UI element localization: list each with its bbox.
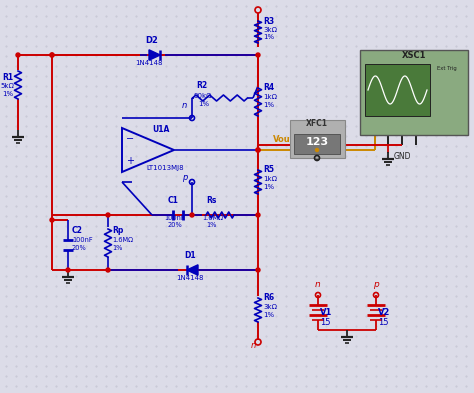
Text: 1.6MΩ: 1.6MΩ bbox=[112, 237, 133, 243]
Text: 20%: 20% bbox=[168, 222, 183, 228]
Text: 20%: 20% bbox=[72, 245, 87, 251]
Text: 1%: 1% bbox=[206, 222, 216, 228]
Polygon shape bbox=[187, 265, 198, 275]
Circle shape bbox=[256, 53, 260, 57]
Text: 1%: 1% bbox=[263, 102, 274, 108]
Text: 3kΩ: 3kΩ bbox=[263, 304, 277, 310]
Text: R2: R2 bbox=[196, 81, 207, 90]
Circle shape bbox=[256, 213, 260, 217]
Polygon shape bbox=[149, 50, 160, 60]
Text: Rs: Rs bbox=[206, 196, 216, 205]
Text: R4: R4 bbox=[263, 83, 274, 92]
Text: 1.6MΩ: 1.6MΩ bbox=[202, 215, 223, 221]
Text: R1: R1 bbox=[2, 73, 13, 82]
Text: 1N4148: 1N4148 bbox=[176, 275, 203, 281]
Text: 1N4148: 1N4148 bbox=[135, 60, 163, 66]
Text: 100nF: 100nF bbox=[164, 215, 185, 221]
Text: C2: C2 bbox=[72, 226, 83, 235]
Text: Vout: Vout bbox=[273, 135, 295, 144]
Text: n: n bbox=[250, 341, 255, 350]
Text: R5: R5 bbox=[263, 165, 274, 174]
Text: LT1013MJ8: LT1013MJ8 bbox=[146, 165, 183, 171]
FancyBboxPatch shape bbox=[294, 134, 340, 154]
Text: V2: V2 bbox=[378, 308, 391, 317]
Circle shape bbox=[316, 149, 319, 151]
Text: 1%: 1% bbox=[263, 312, 274, 318]
Circle shape bbox=[106, 268, 110, 272]
Text: n: n bbox=[315, 280, 321, 289]
Text: Ext Trig: Ext Trig bbox=[437, 66, 457, 71]
Text: 90kΩ: 90kΩ bbox=[194, 93, 212, 99]
Text: p: p bbox=[182, 173, 187, 182]
Text: 5kΩ: 5kΩ bbox=[0, 83, 14, 89]
Text: 123: 123 bbox=[305, 137, 328, 147]
FancyBboxPatch shape bbox=[360, 50, 468, 135]
Circle shape bbox=[50, 218, 54, 222]
Text: 1kΩ: 1kΩ bbox=[263, 176, 277, 182]
FancyBboxPatch shape bbox=[365, 64, 430, 116]
Text: D2: D2 bbox=[145, 36, 158, 45]
Circle shape bbox=[190, 213, 194, 217]
Circle shape bbox=[50, 53, 54, 57]
Text: R3: R3 bbox=[263, 17, 274, 26]
Text: −: − bbox=[126, 134, 134, 144]
Text: 100nF: 100nF bbox=[72, 237, 92, 243]
Circle shape bbox=[50, 53, 54, 57]
Circle shape bbox=[256, 148, 260, 152]
Text: GND: GND bbox=[394, 152, 411, 161]
Text: 1%: 1% bbox=[263, 184, 274, 190]
Text: 1kΩ: 1kΩ bbox=[263, 94, 277, 100]
Text: XFC1: XFC1 bbox=[306, 119, 328, 128]
Text: C1: C1 bbox=[168, 196, 179, 205]
Text: 15: 15 bbox=[320, 318, 330, 327]
Circle shape bbox=[66, 268, 70, 272]
Text: p: p bbox=[373, 280, 379, 289]
Circle shape bbox=[256, 148, 260, 152]
FancyBboxPatch shape bbox=[290, 120, 345, 158]
Text: V1: V1 bbox=[320, 308, 332, 317]
Text: 1%: 1% bbox=[112, 245, 122, 251]
Text: 1%: 1% bbox=[198, 101, 209, 107]
Text: +: + bbox=[126, 156, 134, 166]
Circle shape bbox=[16, 53, 20, 57]
Text: R6: R6 bbox=[263, 293, 274, 302]
Text: 1%: 1% bbox=[2, 91, 13, 97]
Text: 15: 15 bbox=[378, 318, 389, 327]
Text: D1: D1 bbox=[184, 251, 196, 260]
Text: U1A: U1A bbox=[152, 125, 169, 134]
Circle shape bbox=[256, 268, 260, 272]
Text: n: n bbox=[182, 101, 187, 110]
Text: XSC1: XSC1 bbox=[402, 51, 426, 60]
Text: 1%: 1% bbox=[263, 34, 274, 40]
Circle shape bbox=[106, 213, 110, 217]
Text: 3kΩ: 3kΩ bbox=[263, 27, 277, 33]
Text: Rp: Rp bbox=[112, 226, 123, 235]
